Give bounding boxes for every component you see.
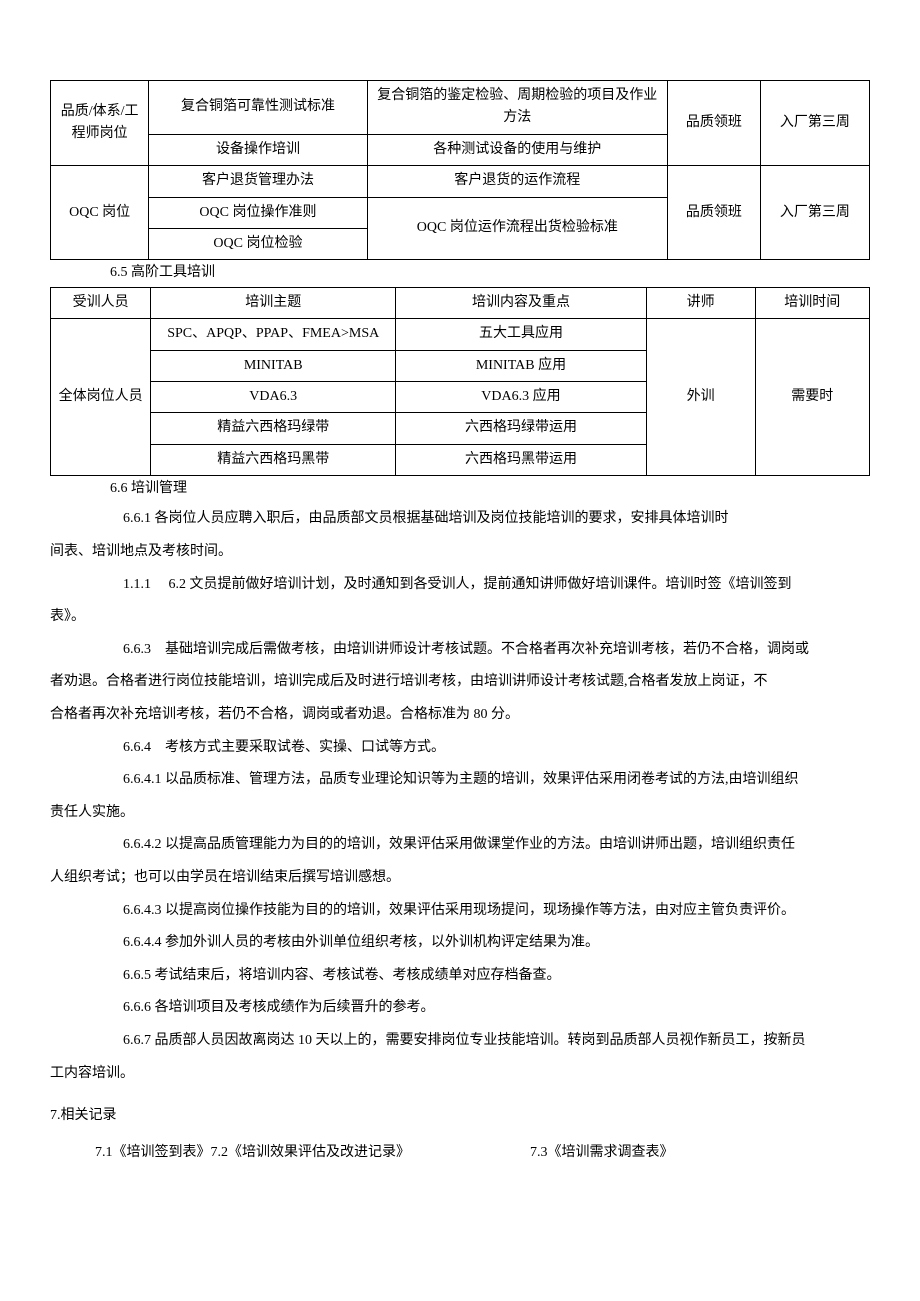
topic-cell: 精益六西格玛黑带 bbox=[151, 444, 396, 475]
content-cell: 复合铜箔的鉴定检验、周期检验的项目及作业方法 bbox=[367, 81, 667, 135]
lecturer-cell: 品质领班 bbox=[667, 166, 760, 260]
topic-cell: 复合铜箔可靠性测试标准 bbox=[149, 81, 367, 135]
paragraph-111b: 表》。 bbox=[50, 604, 825, 631]
record-73: 7.3《培训需求调查表》 bbox=[530, 1145, 674, 1160]
time-cell: 入厂第三周 bbox=[760, 81, 869, 166]
content-cell: MINITAB 应用 bbox=[396, 350, 646, 381]
content-cell: 六西格玛绿带运用 bbox=[396, 413, 646, 444]
paragraph-6643: 6.6.4.3 以提高岗位操作技能为目的的培训，效果评估采用现场提问，现场操作等… bbox=[95, 898, 825, 925]
content-cell: OQC 岗位运作流程出货检验标准 bbox=[367, 197, 667, 260]
paragraph-665: 6.6.5 考试结束后，将培训内容、考核试卷、考核成绩单对应存档备查。 bbox=[95, 963, 825, 990]
role-cell: 全体岗位人员 bbox=[51, 319, 151, 476]
paragraph-667: 6.6.7 品质部人员因故离岗达 10 天以上的，需要安排岗位专业技能培训。转岗… bbox=[95, 1028, 825, 1055]
paragraph-666: 6.6.6 各培训项目及考核成绩作为后续晋升的参考。 bbox=[95, 995, 825, 1022]
role-cell: OQC 岗位 bbox=[51, 166, 149, 260]
content-cell: 五大工具应用 bbox=[396, 319, 646, 350]
paragraph-6644: 6.6.4.4 参加外训人员的考核由外训单位组织考核，以外训机构评定结果为准。 bbox=[95, 930, 825, 957]
topic-cell: SPC、APQP、PPAP、FMEA>MSA bbox=[151, 319, 396, 350]
content-cell: VDA6.3 应用 bbox=[396, 381, 646, 412]
paragraph-663b: 者劝退。合格者进行岗位技能培训，培训完成后及时进行培训考核，由培训讲师设计考核试… bbox=[50, 669, 825, 696]
content-cell: 各种测试设备的使用与维护 bbox=[367, 134, 667, 165]
section-6-6-label: 6.6 培训管理 bbox=[110, 478, 870, 500]
topic-cell: MINITAB bbox=[151, 350, 396, 381]
paragraph-661b: 间表、培训地点及考核时间。 bbox=[50, 539, 825, 566]
paragraph-663c: 合格者再次补充培训考核，若仍不合格，调岗或者劝退。合格标准为 80 分。 bbox=[50, 702, 825, 729]
paragraph-6642b: 人组织考试；也可以由学员在培训结束后撰写培训感想。 bbox=[50, 865, 825, 892]
section-6-5-label: 6.5 高阶工具培训 bbox=[110, 262, 870, 284]
paragraph-6642: 6.6.4.2 以提高品质管理能力为目的的培训，效果评估采用做课堂作业的方法。由… bbox=[95, 832, 825, 859]
time-cell: 需要时 bbox=[755, 319, 869, 476]
training-table-1: 品质/体系/工程师岗位 复合铜箔可靠性测试标准 复合铜箔的鉴定检验、周期检验的项… bbox=[50, 80, 870, 260]
paragraph-663: 6.6.3 基础培训完成后需做考核，由培训讲师设计考核试题。不合格者再次补充培训… bbox=[95, 637, 825, 664]
topic-cell: VDA6.3 bbox=[151, 381, 396, 412]
content-cell: 客户退货的运作流程 bbox=[367, 166, 667, 197]
section-7-heading: 7.相关记录 bbox=[50, 1105, 870, 1127]
paragraph-667b: 工内容培训。 bbox=[50, 1061, 825, 1088]
training-table-2: 受训人员 培训主题 培训内容及重点 讲师 培训时间 全体岗位人员 SPC、APQ… bbox=[50, 287, 870, 476]
paragraph-111: 1.1.1 6.2 文员提前做好培训计划，及时通知到各受训人，提前通知讲师做好培… bbox=[95, 572, 825, 599]
role-cell: 品质/体系/工程师岗位 bbox=[51, 81, 149, 166]
paragraph-6641b: 责任人实施。 bbox=[50, 800, 825, 827]
topic-cell: 设备操作培训 bbox=[149, 134, 367, 165]
table2-header: 讲师 bbox=[646, 287, 755, 318]
topic-cell: 精益六西格玛绿带 bbox=[151, 413, 396, 444]
table2-header: 培训内容及重点 bbox=[396, 287, 646, 318]
paragraph-6641: 6.6.4.1 以品质标准、管理方法，品质专业理论知识等为主题的培训，效果评估采… bbox=[95, 767, 825, 794]
record-71: 7.1《培训签到表》 bbox=[95, 1145, 211, 1160]
time-cell: 入厂第三周 bbox=[760, 166, 869, 260]
lecturer-cell: 外训 bbox=[646, 319, 755, 476]
topic-cell: OQC 岗位检验 bbox=[149, 228, 367, 259]
content-cell: 六西格玛黑带运用 bbox=[396, 444, 646, 475]
records-line: 7.1《培训签到表》7.2《培训效果评估及改进记录》 7.3《培训需求调查表》 bbox=[95, 1142, 870, 1164]
paragraph-664: 6.6.4 考核方式主要采取试卷、实操、口试等方式。 bbox=[95, 735, 825, 762]
topic-cell: OQC 岗位操作准则 bbox=[149, 197, 367, 228]
table2-header: 培训时间 bbox=[755, 287, 869, 318]
table2-header: 受训人员 bbox=[51, 287, 151, 318]
table2-header: 培训主题 bbox=[151, 287, 396, 318]
lecturer-cell: 品质领班 bbox=[667, 81, 760, 166]
record-72: 7.2《培训效果评估及改进记录》 bbox=[211, 1145, 411, 1160]
topic-cell: 客户退货管理办法 bbox=[149, 166, 367, 197]
paragraph-661: 6.6.1 各岗位人员应聘入职后，由品质部文员根据基础培训及岗位技能培训的要求，… bbox=[95, 506, 825, 533]
